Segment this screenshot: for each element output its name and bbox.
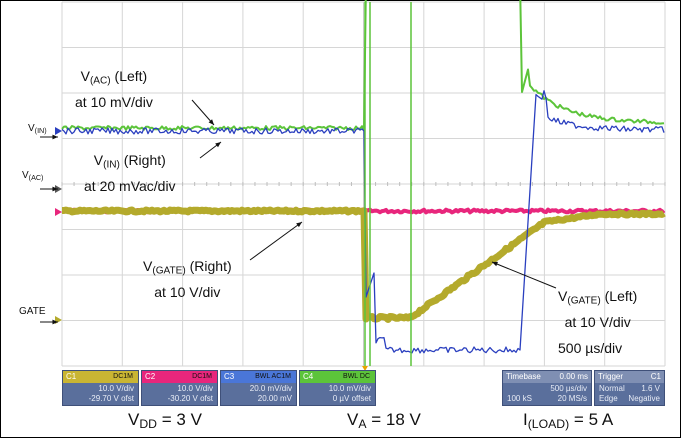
trigger-mode: Normal [599, 384, 625, 393]
arrow-side-vin-head [52, 134, 58, 140]
offset: 0 µV offset [332, 394, 371, 403]
side-label-vin: V(IN) [28, 123, 47, 135]
channel-markers [55, 127, 368, 371]
channel-box-c4: C4 BWL DC 10.0 mV/div 0 µV offset [299, 370, 376, 406]
volts-per-div: 10.0 V/div [177, 384, 213, 393]
trigger-slope: Negative [628, 394, 660, 403]
annotation-vin-right: V(IN) (Right) at 20 mVac/div [84, 152, 176, 194]
arrow-vin-right-head [215, 142, 221, 148]
arrow-vac-left [191, 99, 215, 126]
trigger-box: Trigger C1 Normal 1.6 V Edge Negative [594, 370, 665, 406]
trace-c3-vin [61, 90, 665, 354]
trigger-label: Trigger [598, 372, 624, 381]
time-per-div-label: 500 µs/div [558, 340, 623, 356]
trace-c1-vgate-left [60, 206, 666, 323]
timebase-div: 500 µs/div [550, 384, 587, 393]
ground-marker [55, 185, 62, 193]
arrow-vgate-right-head [296, 222, 302, 228]
volts-per-div: 10.0 mV/div [328, 384, 371, 393]
timebase-value: 0.00 ms [559, 372, 588, 381]
volts-per-div: 20.0 mV/div [249, 384, 292, 393]
footer-vdd: VDD = 3 V [128, 410, 202, 432]
channel-id: C4 [303, 372, 314, 381]
timebase-box: Timebase 0.00 ms 500 µs/div 100 kS 20 MS/… [502, 370, 592, 406]
trigger-position-marker [362, 366, 368, 371]
arrow-vac-left-head [208, 119, 214, 125]
traces [60, 0, 666, 366]
ground-marker [55, 127, 62, 135]
timebase-samples: 100 kS [507, 394, 532, 403]
coupling-tag: DC1M [111, 372, 135, 381]
channel-id: C2 [145, 372, 156, 381]
offset: 20.00 mV [257, 394, 292, 403]
timebase-label: Timebase [506, 372, 541, 381]
channel-box-c1: C1 DC1M 10.0 V/div -29.70 V ofst [62, 370, 139, 406]
footer-va: VA = 18 V [347, 410, 421, 432]
ground-marker [55, 208, 62, 216]
trigger-level: 1.6 V [641, 384, 660, 393]
footer-iload: I(LOAD) = 5 A [523, 410, 614, 432]
channel-box-c2: C2 DC1M 10.0 V/div -30.20 V ofst [141, 370, 218, 406]
trigger-type: Edge [599, 394, 618, 403]
coupling-tag: DC1M [190, 372, 214, 381]
arrow-vgate-left-head [492, 261, 498, 267]
channel-id: C3 [224, 372, 235, 381]
volts-per-div: 10.0 V/div [98, 384, 134, 393]
arrow-vgate-right [249, 221, 303, 261]
side-label-vac: V(AC) [22, 170, 44, 182]
arrow-side-gate-head [52, 319, 58, 325]
annotation-vgate-left: V(GATE) (Left) at 10 V/div [558, 288, 638, 330]
arrow-vgate-left [491, 261, 557, 289]
coupling-tag: BWL DC [341, 372, 372, 381]
annotation-vgate-right: V(GATE) (Right) at 10 V/div [143, 258, 232, 300]
channel-box-c3: C3 BWL AC1M 20.0 mV/div 20.00 mV [220, 370, 297, 406]
trace-c4-vac [61, 0, 665, 131]
timebase-rate: 20 MS/s [557, 394, 587, 403]
offset: -30.20 V ofst [167, 394, 213, 403]
channel-id: C1 [66, 372, 77, 381]
coupling-tag: BWL AC1M [253, 372, 293, 381]
trigger-channel: C1 [650, 372, 661, 381]
annotation-vac-left: V(AC) (Left) at 10 mV/div [75, 68, 153, 110]
annotation-arrows [40, 99, 557, 325]
offset: -29.70 V ofst [88, 394, 134, 403]
arrow-side-vac-head [52, 186, 58, 192]
side-label-gate: GATE [19, 306, 46, 317]
